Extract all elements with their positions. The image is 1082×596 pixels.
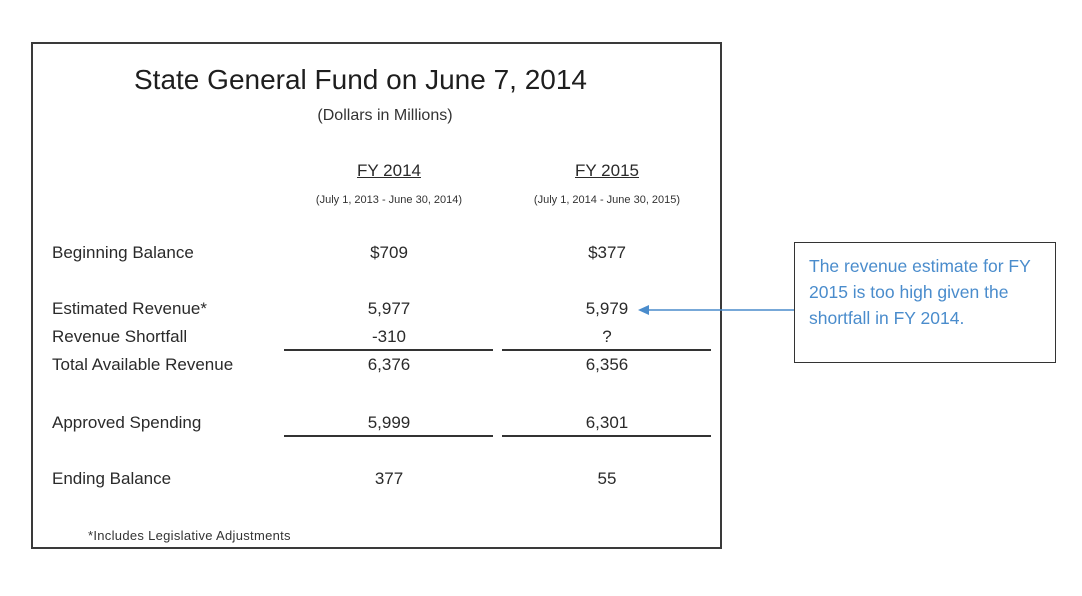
table-footnote: *Includes Legislative Adjustments: [88, 528, 291, 543]
cell-approved-spending-fy2014: 5,999: [367, 413, 411, 432]
column-period-fy2015: (July 1, 2014 - June 30, 2015): [533, 194, 681, 206]
cell-beginning-balance-fy2015: $377: [588, 243, 626, 262]
table-title: State General Fund on June 7, 2014: [134, 64, 587, 95]
row-label-estimated-revenue: Estimated Revenue*: [52, 299, 207, 318]
row-label-total-available-revenue: Total Available Revenue: [52, 355, 234, 374]
annotation-callout: The revenue estimate for FY 2015 is too …: [794, 242, 1056, 363]
cell-total-available-revenue-fy2014: 6,376: [367, 355, 411, 374]
column-header-fy2015: FY 2015: [575, 161, 639, 180]
subtotal-rule-fy2015: [502, 349, 711, 351]
column-header-fy2014: FY 2014: [357, 161, 421, 180]
row-label-approved-spending: Approved Spending: [52, 413, 202, 432]
cell-ending-balance-fy2015: 55: [597, 469, 617, 488]
callout-text: The revenue estimate for FY 2015 is too …: [809, 256, 1031, 328]
row-label-beginning-balance: Beginning Balance: [52, 243, 194, 262]
row-label-ending-balance: Ending Balance: [52, 469, 172, 488]
cell-approved-spending-fy2015: 6,301: [585, 413, 629, 432]
row-label-revenue-shortfall: Revenue Shortfall: [52, 327, 188, 346]
spending-rule-fy2014: [284, 435, 493, 437]
cell-estimated-revenue-fy2014: 5,977: [367, 299, 411, 318]
cell-beginning-balance-fy2014: $709: [370, 243, 408, 262]
cell-revenue-shortfall-fy2015: ?: [602, 327, 612, 346]
cell-estimated-revenue-fy2015: 5,979: [585, 299, 629, 318]
general-fund-table: State General Fund on June 7, 2014 (Doll…: [31, 42, 722, 549]
cell-total-available-revenue-fy2015: 6,356: [585, 355, 629, 374]
callout-arrow-icon: [638, 305, 794, 315]
cell-revenue-shortfall-fy2014: -310: [371, 327, 407, 346]
cell-ending-balance-fy2014: 377: [374, 469, 404, 488]
table-subtitle: (Dollars in Millions): [317, 107, 453, 124]
column-period-fy2014: (July 1, 2013 - June 30, 2014): [315, 194, 463, 206]
subtotal-rule-fy2014: [284, 349, 493, 351]
spending-rule-fy2015: [502, 435, 711, 437]
